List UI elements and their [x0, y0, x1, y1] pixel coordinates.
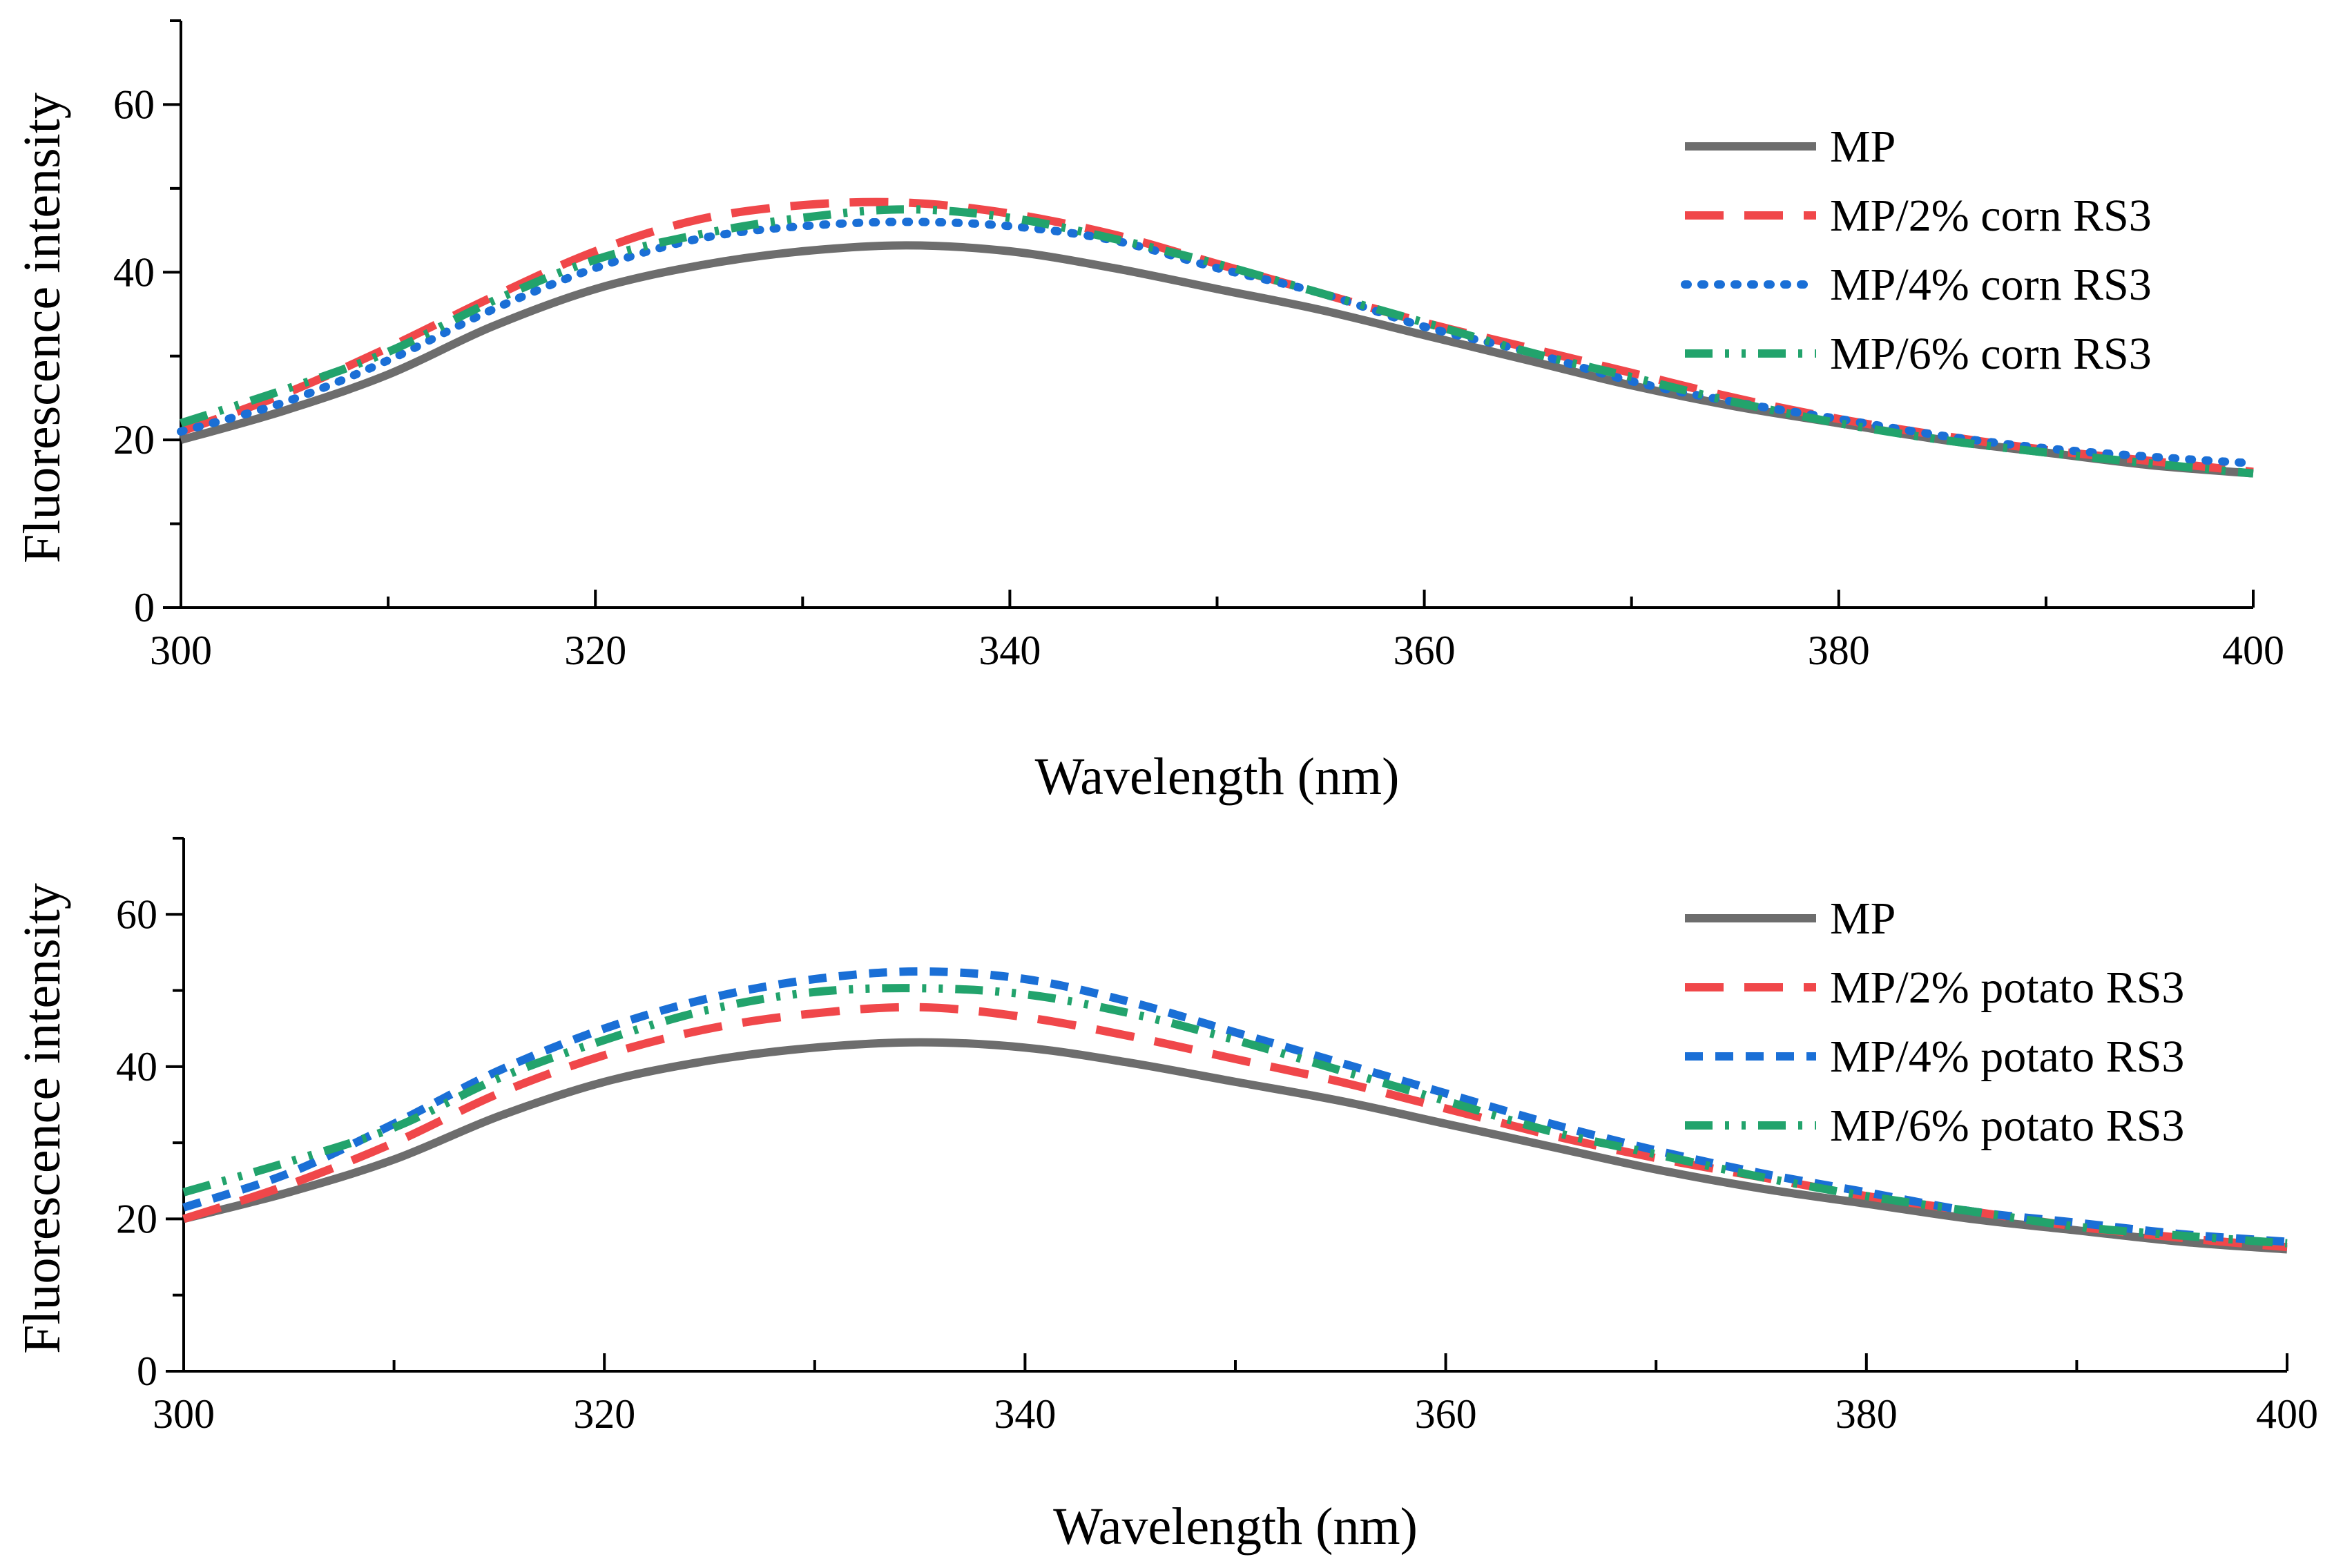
y-axis-title: Fluorescence intensity	[13, 883, 71, 1354]
series-line-2	[177, 217, 2257, 468]
y-tick-label: 60	[116, 891, 157, 937]
x-tick-label: 340	[978, 628, 1041, 673]
x-tick-label: 400	[2256, 1391, 2318, 1437]
x-tick-label: 340	[994, 1391, 1056, 1437]
legend-label-2: MP/4% potato RS3	[1830, 1032, 2184, 1082]
legend-label-1: MP/2% corn RS3	[1830, 191, 2152, 241]
x-axis-title: Wavelength (nm)	[1035, 748, 1400, 806]
legend-label-2: MP/4% corn RS3	[1830, 260, 2152, 310]
x-tick-label: 320	[573, 1391, 635, 1437]
y-tick-label: 40	[116, 1044, 157, 1090]
y-tick-label: 0	[137, 1348, 157, 1394]
x-tick-label: 300	[150, 628, 212, 673]
chart-panel-potato: 300 320 340 360 380 400 0 20 40 60 Wavelength (nm)…	[13, 837, 2318, 1556]
y-tick-label: 20	[116, 1196, 157, 1241]
legend-label-1: MP/2% potato RS3	[1830, 962, 2184, 1013]
legend-label-0: MP	[1830, 122, 1896, 172]
x-tick-label: 380	[1808, 628, 1870, 673]
x-tick-label: 300	[153, 1391, 215, 1437]
y-tick-label: 40	[113, 249, 155, 295]
x-tick-label: 400	[2222, 628, 2284, 673]
y-tick-label: 0	[134, 585, 155, 630]
y-tick-label: 20	[113, 417, 155, 463]
y-tick-label: 60	[113, 81, 155, 127]
series-line-2	[182, 967, 2288, 1246]
series-line-3	[182, 984, 2288, 1248]
x-axis-title: Wavelength (nm)	[1053, 1498, 1418, 1556]
series-line-0	[182, 1038, 2288, 1254]
legend-label-3: MP/6% corn RS3	[1830, 329, 2152, 379]
series-line-3	[180, 205, 2254, 478]
x-tick-label: 360	[1394, 628, 1456, 673]
legend-label-0: MP	[1830, 893, 1896, 944]
x-tick-label: 320	[564, 628, 626, 673]
legend-label-3: MP/6% potato RS3	[1830, 1101, 2184, 1151]
x-tick-label: 380	[1835, 1391, 1898, 1437]
x-tick-label: 360	[1415, 1391, 1477, 1437]
chart-panel-corn: 300 320 340 360 380 400 0 20 40 60 Wavelength (nm)…	[13, 19, 2284, 806]
y-axis-title: Fluorescence intensity	[13, 93, 71, 563]
